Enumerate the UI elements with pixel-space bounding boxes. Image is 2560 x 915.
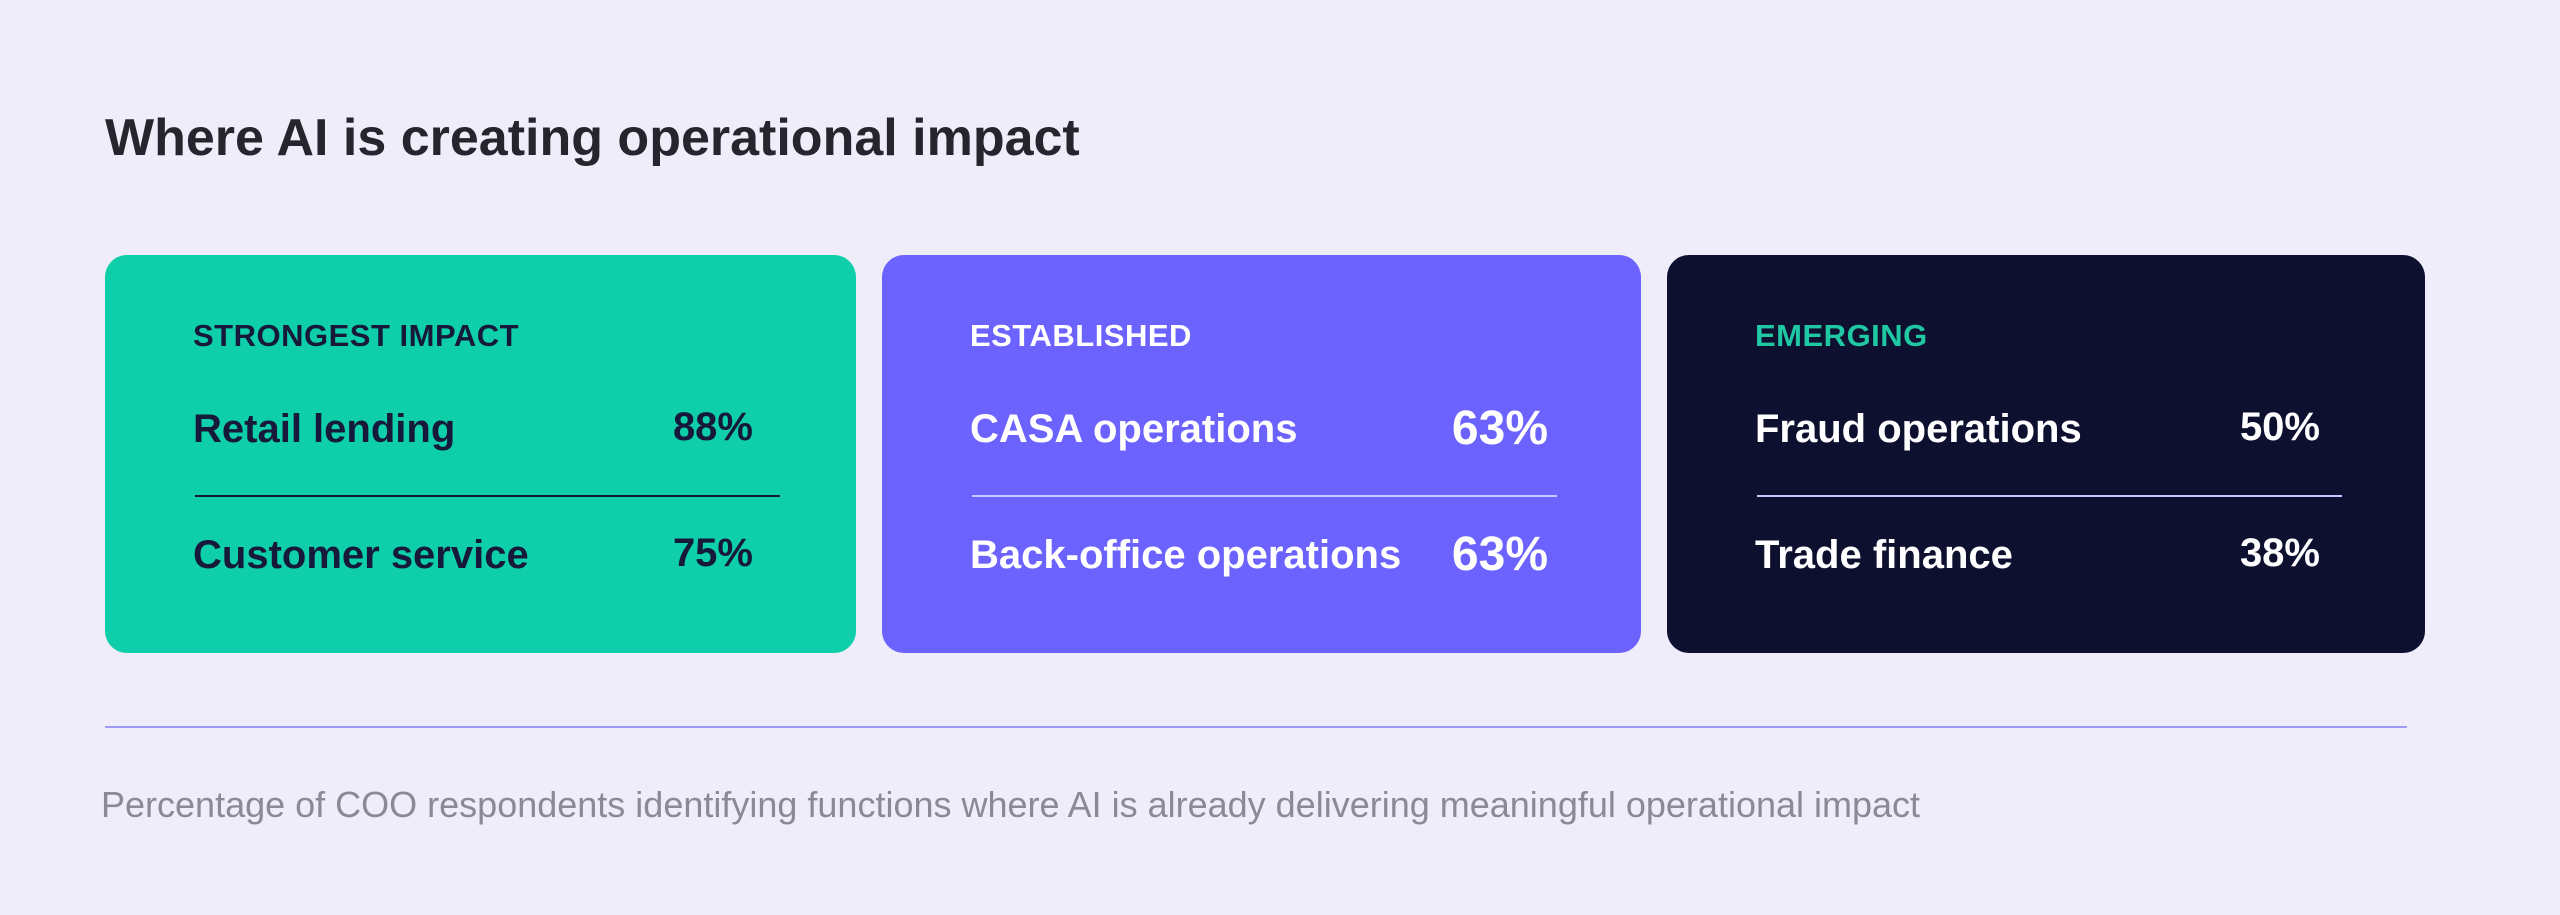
row-divider xyxy=(1757,495,2342,497)
card: STRONGEST IMPACT Retail lending 88% Custome… xyxy=(105,255,856,653)
card-label: ESTABLISHED xyxy=(970,318,1192,353)
row-name: CASA operations xyxy=(970,407,1298,451)
card: ESTABLISHED CASA operations 63% Back-office… xyxy=(882,255,1641,653)
row-value: 38% xyxy=(2239,531,2320,575)
row-value: 88% xyxy=(672,405,753,449)
row-name: Retail lending xyxy=(193,407,456,451)
divider xyxy=(105,726,2407,728)
footnote: Percentage of COO respondents identifyin… xyxy=(101,784,1921,825)
title: Where AI is creating operational impact xyxy=(105,109,1080,167)
row-value: 50% xyxy=(2239,405,2320,449)
row-divider xyxy=(972,495,1557,497)
row-value: 63% xyxy=(1451,528,1548,581)
card-label: STRONGEST IMPACT xyxy=(193,318,520,353)
card-label: EMERGING xyxy=(1755,318,1928,353)
row-name: Trade finance xyxy=(1755,533,2013,577)
row-name: Back-office operations xyxy=(970,533,1402,577)
row-name: Fraud operations xyxy=(1755,407,2082,451)
row-value: 63% xyxy=(1451,402,1548,455)
card: EMERGING Fraud operations 50% Trade finance… xyxy=(1667,255,2425,653)
row-divider xyxy=(195,495,780,497)
row-name: Customer service xyxy=(193,533,529,577)
row-value: 75% xyxy=(672,531,753,575)
